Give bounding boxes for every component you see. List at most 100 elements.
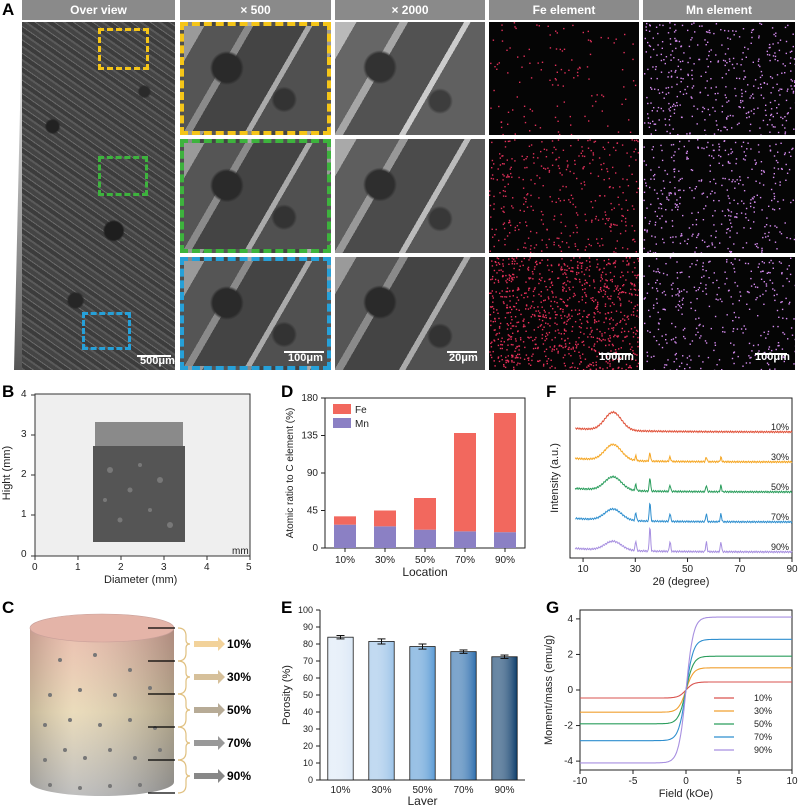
- x-tick-label: 30%: [371, 785, 391, 796]
- b-ytick: 3: [21, 429, 27, 440]
- x-tick-label: 50%: [415, 555, 435, 566]
- series-label: 30%: [771, 452, 789, 462]
- chart-e-porosity-bar: 0 10 20 30 40 50 60 70 80 90 100 10% 30% 50% 70% 90% Lay…: [281, 605, 525, 805]
- b-ytick: 4: [21, 389, 27, 400]
- bar-fe: [374, 510, 396, 527]
- panel-label-g: G: [546, 598, 560, 617]
- sem-2000x-top: [335, 22, 485, 135]
- x-axis-label: Field (kOe): [659, 788, 713, 800]
- series-line: [574, 526, 793, 554]
- header-500x: × 500: [180, 0, 331, 20]
- sem-500x-mid: [180, 139, 331, 253]
- series-line: [580, 616, 792, 764]
- y-tick-label: 0: [312, 543, 318, 554]
- x-tick-label: 10: [786, 776, 798, 787]
- x-tick-label: 70%: [455, 555, 475, 566]
- panel-c-cylinder: [29, 613, 225, 796]
- x-tick-label: 90: [786, 564, 798, 575]
- panel-label-c: C: [2, 598, 15, 617]
- gradient-wedge: [14, 22, 24, 370]
- scalebar-label: 100μm: [288, 352, 323, 364]
- panel-b-ct-image: [31, 393, 251, 560]
- bar-outline: [450, 651, 477, 781]
- x-tick-label: 90%: [494, 785, 514, 796]
- legend-label: 10%: [754, 693, 772, 703]
- c-label: 10%: [227, 637, 252, 651]
- legend-swatch-fe: [333, 404, 351, 414]
- sem-2000x-mid: [335, 139, 485, 253]
- plot-frame: [569, 397, 793, 559]
- y-tick-label: 80: [303, 639, 313, 649]
- chart-d-stacked-bar: 0 45 90 135 180 10% 30% 50% 70% 90% Location Atomic…: [285, 393, 526, 579]
- b-xtick: 2: [118, 562, 124, 573]
- roi-box-blue: [82, 312, 131, 350]
- bar-outline: [491, 656, 518, 781]
- x-tick-label: 50%: [412, 785, 432, 796]
- x-tick-label: 30: [630, 564, 642, 575]
- legend-label-mn: Mn: [355, 419, 369, 430]
- y-tick-label: 100: [298, 605, 313, 615]
- panel-label-b: B: [2, 382, 15, 401]
- y-tick-label: 4: [567, 614, 573, 625]
- fe-map-top: [489, 22, 639, 135]
- y-tick-label: -4: [564, 756, 573, 767]
- fe-map-mid: [489, 139, 639, 253]
- x-tick-label: 10%: [330, 785, 350, 796]
- legend-label-fe: Fe: [355, 405, 367, 416]
- y-tick-label: 50: [303, 690, 313, 700]
- series-label: 10%: [771, 422, 789, 432]
- bar-fe: [494, 413, 516, 533]
- mn-map-top: [643, 22, 795, 135]
- mn-map-bottom: 100μm: [643, 257, 795, 370]
- y-tick-label: 180: [301, 393, 318, 404]
- x-tick-label: 5: [736, 776, 742, 787]
- bar-mn: [454, 531, 476, 548]
- roi-box-green: [98, 156, 148, 196]
- sem-500x-top: [180, 22, 331, 135]
- series-label: 90%: [771, 542, 789, 552]
- x-tick-label: 10%: [335, 555, 355, 566]
- x-axis-label: Location: [402, 565, 447, 579]
- bar-outline: [327, 636, 354, 781]
- legend-label: 50%: [754, 719, 772, 729]
- series-line: [574, 475, 793, 494]
- y-tick-label: 70: [303, 656, 313, 666]
- header-overview: Over view: [22, 0, 175, 20]
- bar-mn: [334, 524, 356, 548]
- y-tick-label: 135: [301, 431, 318, 442]
- b-ytick: 2: [21, 469, 27, 480]
- panel-label-d: D: [281, 382, 294, 401]
- b-ytick: 1: [21, 509, 27, 520]
- chart-f-xrd: 10 30 50 70 90 2θ (degree) Intensity (a.u.) 10%…: [549, 397, 798, 588]
- sem-2000x-bottom: 20μm: [335, 257, 485, 370]
- y-axis-label: Porosity (%): [281, 665, 293, 725]
- legend-label: 30%: [754, 706, 772, 716]
- legend-label: 90%: [754, 745, 772, 755]
- fe-map-bottom: 100μm: [489, 257, 639, 370]
- y-tick-label: 90: [307, 468, 319, 479]
- bar-fe: [334, 516, 356, 525]
- overview-sem-image: 500μm: [22, 22, 175, 370]
- legend-label: 70%: [754, 732, 772, 742]
- c-label: 30%: [227, 670, 252, 684]
- chart-g-mh: -10 -5 0 5 10 -4 -2 0 2 4 Field (kOe) Moment/mass (…: [543, 609, 798, 800]
- y-axis-label: Atomic ratio to C element (%): [285, 408, 296, 539]
- header-2000x: × 2000: [335, 0, 485, 20]
- scalebar-label: 100μm: [599, 351, 634, 363]
- y-tick-label: 40: [303, 707, 313, 717]
- roi-box-yellow: [98, 28, 149, 70]
- series-line: [575, 410, 793, 434]
- mn-map-mid: [643, 139, 795, 253]
- series-line: [575, 502, 793, 524]
- x-tick-label: -10: [573, 776, 588, 787]
- b-ytick: 0: [21, 549, 27, 560]
- b-xlabel: Diameter (mm): [104, 574, 178, 586]
- y-tick-label: 30: [303, 724, 313, 734]
- y-tick-label: 2: [567, 649, 573, 660]
- x-tick-label: 0: [683, 776, 689, 787]
- bar-mn: [494, 532, 516, 548]
- scalebar-label: 500μm: [140, 355, 175, 367]
- y-axis-label: Moment/mass (emu/g): [543, 635, 555, 745]
- sem-500x-bottom: 100μm: [180, 257, 331, 370]
- bar-mn: [414, 529, 436, 548]
